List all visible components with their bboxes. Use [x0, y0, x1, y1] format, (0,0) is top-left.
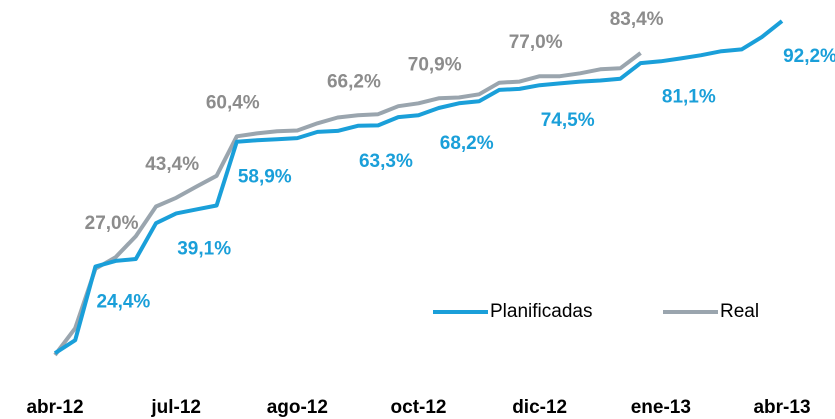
value-label: 92,2%: [783, 46, 835, 67]
legend-label: Real: [720, 301, 759, 322]
value-label: 70,9%: [408, 54, 462, 75]
value-label: 63,3%: [359, 151, 413, 172]
value-label: 24,4%: [96, 292, 150, 313]
x-tick-label: ene-13: [631, 397, 691, 418]
series-line: [53, 51, 642, 357]
value-label: 81,1%: [662, 86, 716, 107]
value-label: 68,2%: [440, 133, 494, 154]
value-label: 58,9%: [238, 167, 292, 188]
x-tick-label: dic-12: [512, 397, 567, 418]
value-label: 77,0%: [509, 32, 563, 53]
x-tick-label: abr-13: [753, 397, 810, 418]
value-label: 43,4%: [145, 154, 199, 175]
value-label: 27,0%: [85, 213, 139, 234]
value-label: 60,4%: [206, 92, 260, 113]
value-label: 74,5%: [541, 110, 595, 131]
x-tick-label: oct-12: [391, 397, 447, 418]
series-line: [53, 19, 784, 355]
value-label: 83,4%: [610, 9, 664, 30]
x-tick-label: jul-12: [150, 397, 201, 418]
legend-label: Planificadas: [490, 301, 592, 322]
value-label: 66,2%: [327, 71, 381, 92]
value-label: 39,1%: [177, 238, 231, 259]
x-tick-label: abr-12: [26, 397, 83, 418]
x-tick-label: ago-12: [267, 397, 328, 418]
